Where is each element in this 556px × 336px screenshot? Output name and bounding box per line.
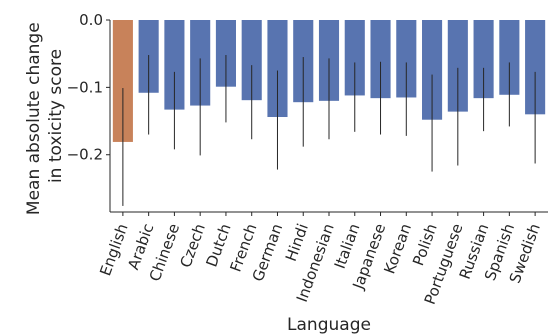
- bar-russian: [473, 20, 494, 99]
- bar-portuguese: [447, 20, 468, 112]
- y-axis-title: Mean absolute change in toxicity score: [24, 17, 66, 215]
- x-tick-label-english: English: [96, 221, 131, 278]
- x-ticks-group: EnglishArabicChineseCzechDutchFrenchGerm…: [96, 212, 544, 307]
- bar-spanish: [499, 20, 520, 95]
- bar-polish: [422, 20, 443, 120]
- error-bars-group: [122, 55, 536, 206]
- bar-french: [241, 20, 262, 101]
- bar-dutch: [215, 20, 236, 87]
- y-tick-label: −0.1: [67, 78, 103, 96]
- y-tick-label: 0.0: [79, 11, 103, 29]
- x-axis-title: Language: [287, 315, 371, 335]
- bar-japanese: [370, 20, 391, 99]
- y-tick-label: −0.2: [67, 146, 103, 164]
- bar-korean: [396, 20, 417, 98]
- y-ticks-group: 0.0 −0.1 −0.2: [67, 11, 110, 164]
- y-axis-title-line-1: Mean absolute change: [24, 22, 44, 215]
- bar-english: [112, 20, 133, 142]
- bar-italian: [344, 20, 365, 96]
- bar-german: [267, 20, 288, 118]
- bar-swedish: [525, 20, 546, 115]
- bar-chinese: [164, 20, 185, 110]
- y-axis-title-line-2: in toxicity score: [46, 49, 66, 183]
